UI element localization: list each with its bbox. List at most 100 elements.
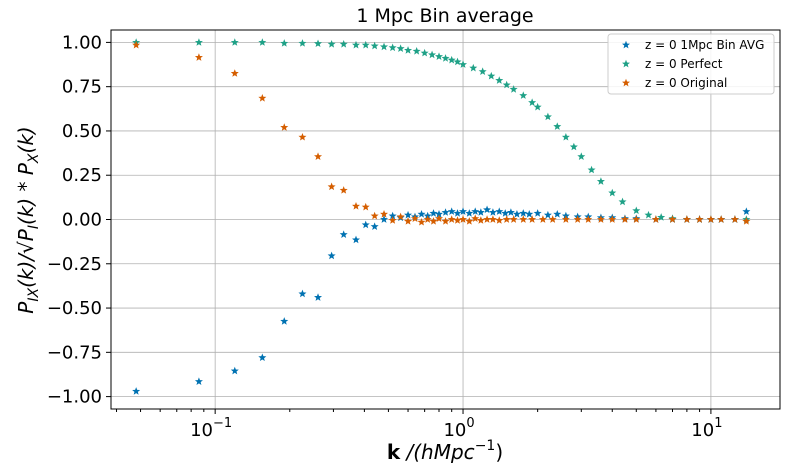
data-point: [469, 63, 478, 72]
data-point: [651, 215, 660, 223]
data-point: [396, 44, 405, 52]
data-point: [465, 217, 474, 225]
data-point: [429, 217, 438, 225]
data-point: [620, 215, 629, 223]
data-point: [230, 366, 239, 375]
chart-title: 1 Mpc Bin average: [356, 5, 533, 27]
y-axis-label-a-sub: IX: [26, 288, 42, 302]
data-point: [471, 207, 480, 215]
data-point: [573, 215, 582, 223]
data-point: [428, 50, 437, 59]
data-point: [370, 211, 379, 220]
data-point: [441, 54, 450, 62]
data-point: [495, 207, 504, 215]
legend-marker: [622, 40, 630, 49]
data-point: [706, 215, 715, 223]
data-point: [370, 41, 379, 50]
data-point: [506, 208, 515, 216]
data-point: [519, 215, 528, 223]
x-tick-label-exp: 0: [466, 416, 474, 431]
data-point: [533, 102, 542, 111]
data-point: [483, 205, 492, 214]
y-tick-label: −0.50: [47, 298, 102, 319]
x-tick-label: 100: [443, 416, 474, 441]
y-axis-label: PIX(k)/√PI(k) * PX(k): [14, 126, 42, 313]
data-point: [668, 215, 677, 223]
y-tick-label: −0.25: [47, 254, 102, 275]
x-tick-label-base: 10: [691, 420, 714, 441]
data-point: [194, 38, 203, 46]
data-point: [657, 213, 666, 221]
legend: z = 0 1Mpc Bin AVG z = 0 Perfect z = 0 Ori…: [607, 33, 775, 95]
legend-marker: [622, 59, 630, 68]
data-point: [388, 216, 397, 224]
y-tick-label: −0.75: [47, 342, 102, 363]
data-point: [478, 67, 487, 76]
data-point: [230, 38, 239, 46]
x-axis-label-end: ): [495, 440, 503, 464]
data-point: [298, 39, 307, 47]
data-point: [435, 214, 444, 223]
y-tick-label: 0.25: [62, 165, 102, 186]
data-point: [339, 39, 348, 48]
data-point: [258, 38, 267, 46]
y-tick-label: 0.75: [62, 77, 102, 98]
y-axis-label-b: (k)/√P: [14, 228, 38, 288]
x-axis-label-sup: −1: [475, 438, 496, 454]
data-point: [608, 215, 617, 223]
data-point: [380, 42, 389, 51]
data-point: [435, 52, 444, 60]
x-tick-label-base: 10: [190, 420, 213, 441]
data-point: [465, 209, 474, 217]
data-point: [194, 377, 203, 385]
y-tick-label: 1.00: [62, 32, 102, 53]
x-tick-label-exp: 1: [714, 416, 722, 431]
data-point: [471, 214, 480, 223]
data-point: [258, 93, 267, 102]
y-axis-label-c: (k) * P: [14, 162, 38, 225]
data-point: [509, 85, 518, 93]
data-point: [538, 215, 547, 223]
data-point: [314, 152, 323, 161]
data-point: [327, 251, 336, 260]
legend-marker: [622, 78, 630, 87]
x-tick-label: 10−1: [190, 416, 232, 441]
data-point: [361, 202, 370, 211]
x-axis-label: k /(hMpc−1): [387, 438, 503, 464]
x-tick-label: 101: [691, 416, 722, 441]
y-axis-label-b-sub: I: [26, 225, 42, 229]
data-point: [519, 91, 528, 99]
data-point: [447, 55, 456, 64]
data-point: [447, 207, 456, 215]
data-point: [548, 215, 557, 223]
data-point: [742, 217, 751, 225]
data-point: [717, 215, 726, 223]
data-points: [132, 38, 751, 395]
data-point: [487, 71, 496, 80]
x-axis-label-bold: k: [387, 440, 401, 464]
data-point: [533, 209, 542, 217]
data-point: [525, 209, 534, 218]
data-point: [488, 208, 497, 216]
y-tick-label: 0.50: [62, 121, 102, 142]
data-point: [528, 98, 537, 107]
data-point: [417, 217, 426, 226]
data-point: [411, 214, 419, 223]
data-point: [584, 215, 593, 223]
data-point: [632, 206, 641, 215]
data-point: [632, 215, 641, 223]
data-point: [587, 165, 596, 174]
y-tick-label: −1.00: [47, 387, 102, 408]
data-point: [453, 216, 462, 224]
data-point: [361, 40, 370, 49]
data-point: [132, 40, 141, 49]
data-point: [404, 210, 413, 219]
data-point: [298, 289, 307, 298]
data-point: [608, 188, 617, 197]
y-tick-label: 0.00: [62, 210, 102, 231]
data-point: [577, 152, 586, 161]
data-point: [194, 53, 203, 61]
data-point: [420, 48, 429, 57]
data-point: [404, 46, 413, 54]
data-point: [644, 210, 653, 219]
